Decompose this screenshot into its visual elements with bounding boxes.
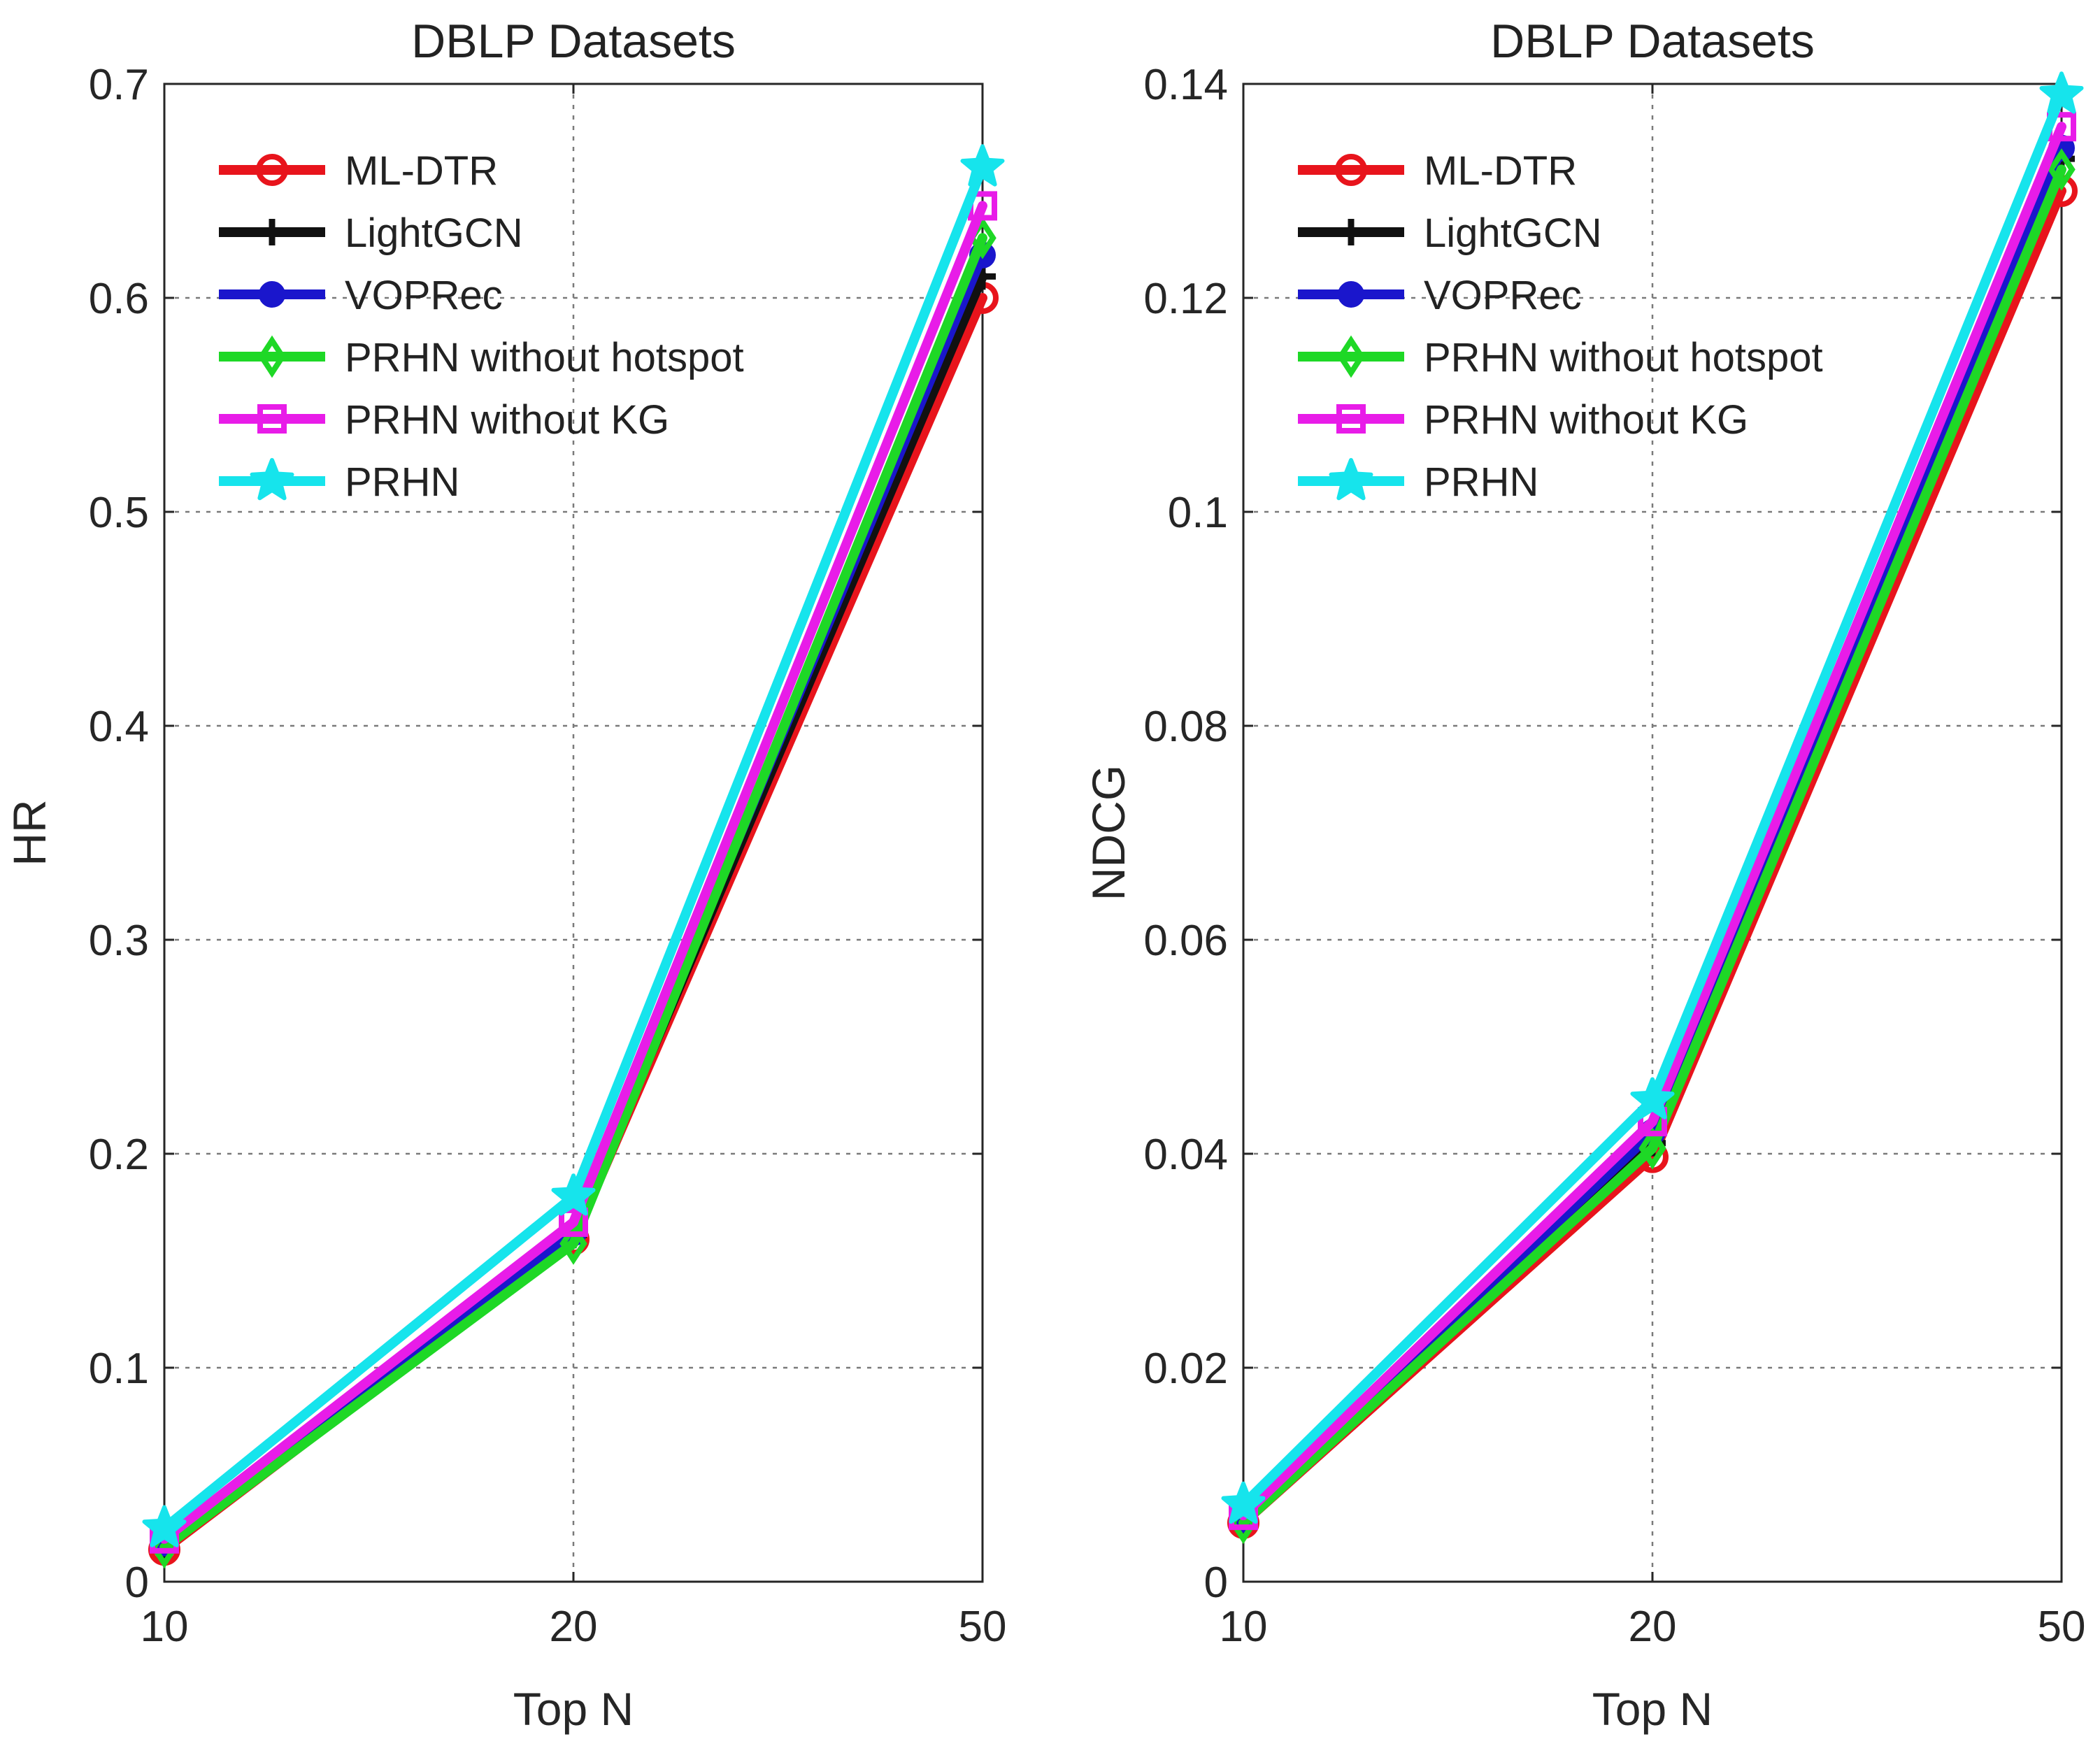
data-point-prhn-without-hotspot-marker <box>559 1222 587 1265</box>
legend-swatch-lightgcn-marker <box>259 219 285 245</box>
chart-panel-ndcg: 0 0.02 0.04 0.06 0.08 0.1 0.12 0.14 10 20 50 DBLP D… <box>1083 15 2085 1735</box>
legend-item-prhn-without-kg: PRHN without KG <box>1298 397 1748 443</box>
series-line-prhn-without-hotspot <box>159 233 987 1553</box>
y-tick-label: 0.14 <box>1143 61 1228 109</box>
data-point-prhn-marker <box>960 144 1005 187</box>
legend-label: PRHN <box>1424 459 1538 505</box>
data-point-prhn-marker <box>142 1505 187 1547</box>
legend-item-prhn-without-hotspot: PRHN without hotspot <box>1298 335 1823 380</box>
legend-label: PRHN without hotspot <box>345 335 744 380</box>
y-tick-label: 0 <box>1204 1559 1228 1607</box>
y-tick-label: 0.2 <box>89 1131 149 1179</box>
legend-item-lightgcn: LightGCN <box>219 210 523 256</box>
legend-item-voprec: VOPRec <box>1298 273 1582 318</box>
series-prhn <box>142 144 1005 1547</box>
data-point-prhn-without-kg-marker <box>559 1207 588 1237</box>
legend-label: VOPRec <box>345 273 503 318</box>
x-tick-label: 10 <box>1220 1603 1268 1651</box>
x-axis-label: Top N <box>513 1683 634 1735</box>
y-tick-label: 0.02 <box>1143 1345 1228 1393</box>
y-axis-label: HR <box>3 799 55 866</box>
legend-label: PRHN without KG <box>345 397 669 443</box>
series-line-prhn-without-kg <box>1238 122 2066 1521</box>
y-tick-label: 0.04 <box>1143 1131 1228 1179</box>
data-point-prhn-marker <box>1630 1077 1675 1119</box>
legend-item-voprec: VOPRec <box>219 273 503 318</box>
series-line-prhn-without-kg <box>159 201 987 1544</box>
y-tick-label: 0.1 <box>89 1345 149 1393</box>
legend-swatch-lightgcn-marker <box>1338 219 1364 245</box>
series-prhn <box>1221 71 2084 1524</box>
y-tick-label: 0 <box>125 1559 149 1607</box>
y-tick-label: 0.5 <box>89 489 149 537</box>
legend-item-ml-dtr: ML-DTR <box>1298 148 1577 194</box>
legend-swatch-prhn-without-hotspot-marker <box>258 335 286 378</box>
y-tick-label: 0.06 <box>1143 917 1228 965</box>
y-tick-label: 0.12 <box>1143 275 1228 323</box>
legend-item-prhn-without-kg: PRHN without KG <box>219 397 669 443</box>
y-axis-label: NDCG <box>1083 765 1134 901</box>
legend-swatch-prhn-without-kg-marker <box>257 404 287 434</box>
legend-swatch-voprec-marker <box>1338 281 1364 308</box>
legend: ML-DTR LightGCN VOPRec PRHN without hotspot… <box>219 148 744 505</box>
data-point-prhn-marker <box>2039 71 2084 114</box>
legend: ML-DTR LightGCN VOPRec PRHN without hotspot… <box>1298 148 1823 505</box>
legend-item-prhn-without-hotspot: PRHN without hotspot <box>219 335 744 380</box>
legend-item-prhn: PRHN <box>1298 458 1538 505</box>
x-tick-label: 20 <box>1629 1603 1677 1651</box>
legend-label: LightGCN <box>1424 210 1602 256</box>
legend-swatch-prhn-marker <box>1329 458 1373 501</box>
legend-label: ML-DTR <box>1424 148 1577 194</box>
legend-label: PRHN <box>345 459 459 505</box>
legend-label: PRHN without hotspot <box>1424 335 1823 380</box>
legend-swatch-prhn-marker <box>250 458 294 501</box>
data-point-prhn-marker <box>1221 1481 1266 1524</box>
data-point-prhn-marker <box>551 1173 596 1216</box>
series-line-prhn-without-hotspot <box>1238 164 2066 1528</box>
y-tick-label: 0.1 <box>1168 489 1228 537</box>
chart-title: DBLP Datasets <box>1490 15 1815 68</box>
legend-swatch-ml-dtr-marker <box>256 154 288 186</box>
x-tick-label: 10 <box>141 1603 189 1651</box>
y-tick-label: 0.08 <box>1143 703 1228 751</box>
legend-swatch-voprec-marker <box>259 281 285 308</box>
legend-label: PRHN without KG <box>1424 397 1748 443</box>
series-line-voprec <box>159 250 987 1548</box>
x-tick-label: 50 <box>959 1603 1007 1651</box>
legend-item-prhn: PRHN <box>219 458 459 505</box>
legend-swatch-prhn-without-hotspot-marker <box>1337 335 1365 378</box>
chart-panel-hr: 0 0.1 0.2 0.3 0.4 0.5 0.6 0.7 10 20 50 DBLP Dataset… <box>3 15 1006 1735</box>
legend-swatch-ml-dtr-marker <box>1335 154 1367 186</box>
y-tick-label: 0.3 <box>89 917 149 965</box>
x-axis-label: Top N <box>1592 1683 1713 1735</box>
data-point-prhn-without-hotspot-marker <box>2048 148 2076 191</box>
y-tick-label: 0.7 <box>89 61 149 109</box>
y-tick-label: 0.4 <box>89 703 149 751</box>
legend-label: VOPRec <box>1424 273 1582 318</box>
data-point-prhn-without-hotspot-marker <box>1638 1127 1666 1170</box>
y-tick-label: 0.6 <box>89 275 149 323</box>
legend-label: ML-DTR <box>345 148 498 194</box>
x-tick-label: 50 <box>2038 1603 2086 1651</box>
legend-item-lightgcn: LightGCN <box>1298 210 1602 256</box>
chart-title: DBLP Datasets <box>411 15 736 68</box>
legend-label: LightGCN <box>345 210 523 256</box>
legend-item-ml-dtr: ML-DTR <box>219 148 498 194</box>
x-tick-label: 20 <box>550 1603 598 1651</box>
legend-swatch-prhn-without-kg-marker <box>1336 404 1366 434</box>
